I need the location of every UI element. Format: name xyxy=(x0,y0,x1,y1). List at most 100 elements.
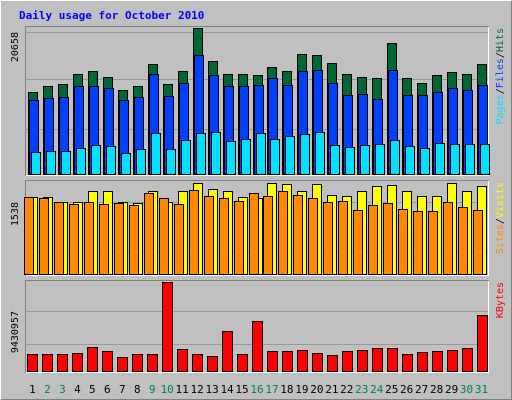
x-tick-label: 19 xyxy=(295,383,308,396)
bar-sites-day-16 xyxy=(249,193,259,275)
bar-pages-day-22 xyxy=(345,147,355,175)
bar-sites-day-6 xyxy=(99,204,109,275)
bar-sites-day-29 xyxy=(443,202,453,275)
bar-pages-day-4 xyxy=(76,148,86,175)
bar-pages-day-5 xyxy=(91,145,101,175)
x-tick-label: 6 xyxy=(104,383,111,396)
bar-sites-day-27 xyxy=(413,211,423,275)
bar-sites-day-31 xyxy=(473,210,483,275)
bar-kbytes-day-13 xyxy=(207,356,218,372)
chart-title: Daily usage for October 2010 xyxy=(19,9,204,22)
bar-kbytes-day-26 xyxy=(402,354,413,372)
bar-sites-day-2 xyxy=(39,198,49,275)
bar-kbytes-day-19 xyxy=(297,350,308,372)
bar-pages-day-1 xyxy=(31,152,41,175)
bar-sites-day-11 xyxy=(174,204,184,275)
bar-sites-day-17 xyxy=(263,196,273,275)
x-tick-label: 11 xyxy=(176,383,189,396)
panel-kbytes-bevel-light xyxy=(26,281,489,373)
x-tick-label: 4 xyxy=(74,383,81,396)
bar-pages-day-10 xyxy=(166,149,176,175)
bar-pages-day-26 xyxy=(405,146,415,175)
bar-pages-day-2 xyxy=(46,151,56,175)
panel-visits: 1538 Sites/Visits xyxy=(10,180,506,276)
bar-kbytes-day-28 xyxy=(432,351,443,372)
bar-kbytes-day-4 xyxy=(72,353,83,372)
x-tick-label: 31 xyxy=(475,383,488,396)
bar-kbytes-day-5 xyxy=(87,347,98,372)
bar-pages-day-3 xyxy=(61,151,71,175)
x-tick-label: 30 xyxy=(460,383,473,396)
bar-pages-day-24 xyxy=(375,144,385,175)
x-tick-label: 20 xyxy=(310,383,323,396)
panel-visits-legend: Sites/Visits xyxy=(495,182,506,254)
panel-hits-bevel-dark xyxy=(25,26,489,176)
bar-kbytes-day-6 xyxy=(102,351,113,372)
legend-entry: / xyxy=(495,52,506,58)
x-tick-label: 12 xyxy=(191,383,204,396)
x-tick-label: 2 xyxy=(44,383,51,396)
panel-kbytes-ymax-label: 9430957 xyxy=(10,311,21,353)
bar-sites-day-10 xyxy=(159,198,169,275)
bar-kbytes-day-11 xyxy=(177,349,188,372)
x-tick-label: 18 xyxy=(280,383,293,396)
bar-pages-day-29 xyxy=(450,144,460,175)
panel-visits-bevel-light xyxy=(26,181,489,276)
bar-pages-day-18 xyxy=(285,136,295,175)
x-tick-label: 8 xyxy=(134,383,141,396)
bar-kbytes-day-29 xyxy=(447,350,458,372)
bar-kbytes-day-27 xyxy=(417,352,428,372)
bar-kbytes-day-17 xyxy=(267,351,278,372)
bar-kbytes-day-7 xyxy=(117,357,128,372)
x-tick-label: 23 xyxy=(355,383,368,396)
bar-sites-day-26 xyxy=(398,209,408,275)
x-tick-label: 15 xyxy=(235,383,248,396)
x-tick-label: 17 xyxy=(265,383,278,396)
bar-kbytes-day-1 xyxy=(27,354,38,372)
bar-kbytes-day-14 xyxy=(222,331,233,372)
bar-kbytes-day-10 xyxy=(162,282,173,372)
bar-sites-day-15 xyxy=(234,201,244,275)
x-tick-label: 9 xyxy=(149,383,156,396)
x-tick-label: 7 xyxy=(119,383,126,396)
x-tick-label: 3 xyxy=(59,383,66,396)
bar-sites-day-3 xyxy=(54,202,64,275)
bar-pages-day-31 xyxy=(480,144,490,175)
x-tick-label: 27 xyxy=(415,383,428,396)
legend-entry: Pages xyxy=(495,94,506,124)
legend-entry: / xyxy=(495,88,506,94)
x-tick-label: 14 xyxy=(220,383,234,396)
legend-entry: Files xyxy=(495,58,506,88)
bar-kbytes-day-15 xyxy=(237,354,248,372)
bar-sites-day-23 xyxy=(353,210,363,275)
bar-kbytes-day-24 xyxy=(372,348,383,372)
bar-pages-day-11 xyxy=(181,140,191,175)
x-tick-label: 13 xyxy=(205,383,218,396)
bar-pages-day-28 xyxy=(435,143,445,175)
x-tick-label: 28 xyxy=(430,383,443,396)
bar-sites-day-9 xyxy=(144,193,154,275)
bar-kbytes-day-22 xyxy=(342,351,353,372)
bar-sites-day-7 xyxy=(114,203,124,275)
bar-kbytes-day-12 xyxy=(192,354,203,372)
bar-kbytes-day-2 xyxy=(42,354,53,372)
bar-pages-day-30 xyxy=(465,144,475,175)
bar-kbytes-day-31 xyxy=(477,315,488,372)
series-pages xyxy=(31,132,490,175)
bar-pages-day-8 xyxy=(136,149,146,175)
bar-sites-day-24 xyxy=(368,205,378,275)
bar-sites-day-25 xyxy=(383,203,393,275)
x-tick-label: 21 xyxy=(325,383,338,396)
panel-hits-bevel-light xyxy=(26,27,489,176)
bar-sites-day-4 xyxy=(69,204,79,275)
bar-kbytes-day-21 xyxy=(327,355,338,372)
bar-pages-day-13 xyxy=(211,132,221,175)
x-tick-label: 22 xyxy=(340,383,353,396)
x-tick-label: 16 xyxy=(250,383,263,396)
series-kbytes xyxy=(27,282,488,372)
bar-sites-day-30 xyxy=(458,207,468,275)
x-tick-label: 24 xyxy=(370,383,384,396)
x-tick-label: 26 xyxy=(400,383,413,396)
bar-sites-day-19 xyxy=(293,195,303,275)
